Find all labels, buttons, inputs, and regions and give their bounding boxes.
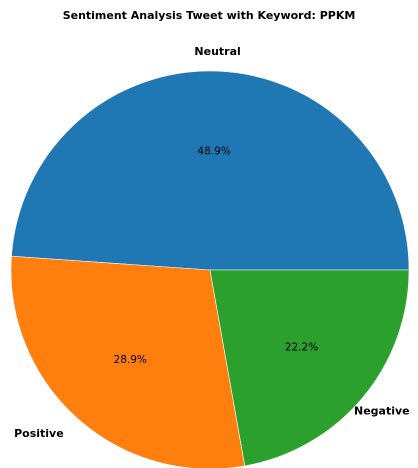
percent-label-negative: 22.2% (285, 342, 318, 354)
percent-label-neutral: 48.9% (197, 146, 230, 158)
category-label-positive: Positive (14, 427, 64, 440)
pie-slice-negative (209, 269, 410, 467)
pie-slice-neutral (11, 70, 410, 271)
percent-label-positive: 28.9% (114, 354, 147, 366)
category-labels: Neutral Positive Negative (14, 45, 410, 440)
pie-slices (10, 70, 410, 468)
percent-labels: 48.9% 28.9% 22.2% (114, 146, 319, 366)
category-label-neutral: Neutral (194, 45, 240, 58)
category-label-negative: Negative (354, 405, 410, 418)
chart-title: Sentiment Analysis Tweet with Keyword: P… (63, 9, 356, 22)
pie-slice-positive (10, 255, 246, 468)
